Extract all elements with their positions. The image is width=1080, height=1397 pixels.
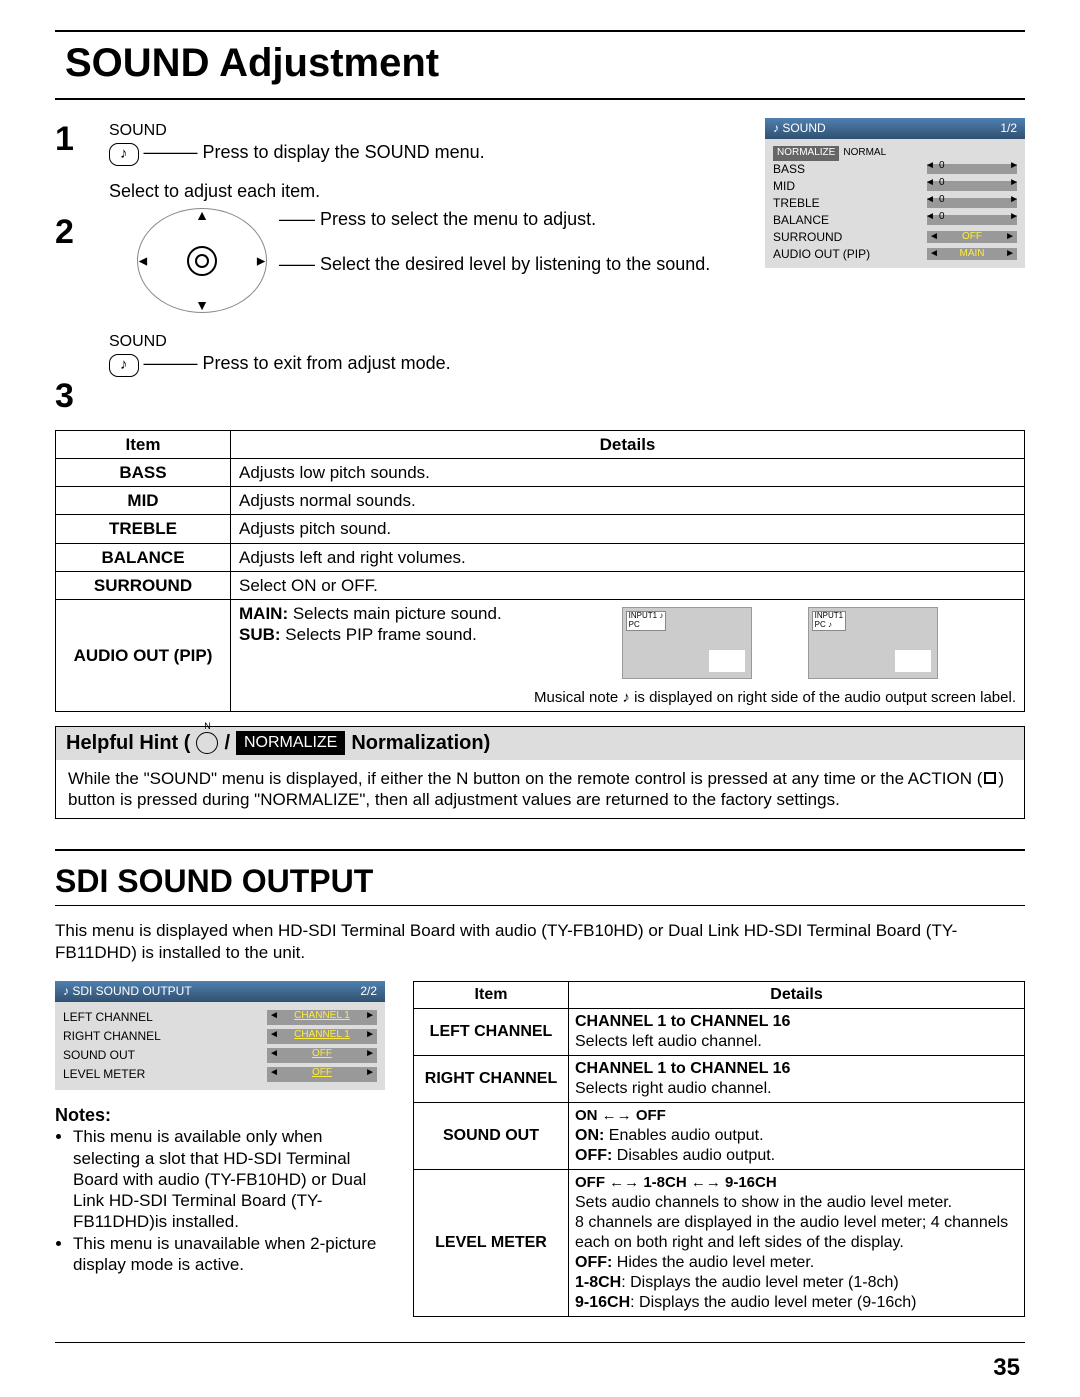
normalize-badge: NORMALIZE <box>236 731 345 755</box>
detail-surround: Select ON or OFF. <box>231 571 1025 599</box>
osd-row-treble-label: TREBLE <box>773 196 820 211</box>
osd-row-balance-label: BALANCE <box>773 213 829 228</box>
osd-page: 1/2 <box>1000 121 1017 136</box>
sdi-intro: This menu is displayed when HD-SDI Termi… <box>55 920 1025 963</box>
pip-screen-sub: INPUT1PC ♪ <box>808 607 938 679</box>
note-2: This menu is unavailable when 2-picture … <box>73 1233 385 1276</box>
osd2-left-label: LEFT CHANNEL <box>63 1010 153 1025</box>
item-bass: BASS <box>56 458 231 486</box>
sdi-head-item: Item <box>414 981 569 1008</box>
item-audio-out-pip: AUDIO OUT (PIP) <box>56 600 231 712</box>
osd-normalize-text: NORMAL <box>843 147 886 158</box>
sound-button-icon: ♪ <box>109 143 139 166</box>
osd-row-mid-label: MID <box>773 179 795 194</box>
osd-row-balance-slider: 0 <box>927 215 1017 225</box>
hint-head-post: Normalization) <box>351 731 490 756</box>
pip-screen-main: INPUT1 ♪PC <box>622 607 752 679</box>
osd2-level-val: OFF <box>267 1067 377 1082</box>
osd-row-bass-slider: 0 <box>927 164 1017 174</box>
step3-sound-label: SOUND <box>109 333 167 350</box>
detail-mid: Adjusts normal sounds. <box>231 487 1025 515</box>
detail-balance: Adjusts left and right volumes. <box>231 543 1025 571</box>
helpful-hint-box: Helpful Hint ( / NORMALIZE Normalization… <box>55 726 1025 820</box>
detail-treble: Adjusts pitch sound. <box>231 515 1025 543</box>
notes-heading: Notes: <box>55 1104 385 1127</box>
detail-bass: Adjusts low pitch sounds. <box>231 458 1025 486</box>
osd-row-audio-pill: MAIN <box>927 248 1017 261</box>
items-head-item: Item <box>56 430 231 458</box>
items-head-details: Details <box>231 430 1025 458</box>
osd2-sound-val: OFF <box>267 1048 377 1063</box>
sdi-item-level: LEVEL METER <box>414 1169 569 1316</box>
osd-sound-panel: ♪ SOUND 1/2 NORMALIZE NORMAL BASS 0 MID 0 T… <box>765 118 1025 268</box>
page-number: 35 <box>993 1353 1020 1383</box>
n-button-icon <box>196 732 218 754</box>
sdi-detail-sound: ON ←→ OFF ON: Enables audio output. OFF:… <box>569 1102 1025 1169</box>
sdi-table: Item Details LEFT CHANNEL CHANNEL 1 to C… <box>413 981 1025 1317</box>
osd-row-bass-label: BASS <box>773 162 805 177</box>
sdi-head-details: Details <box>569 981 1025 1008</box>
item-treble: TREBLE <box>56 515 231 543</box>
osd-title: ♪ SOUND <box>773 121 826 136</box>
pip-footnote: Musical note ♪ is displayed on right sid… <box>239 689 1016 708</box>
osd2-right-label: RIGHT CHANNEL <box>63 1029 161 1044</box>
osd2-left-val: CHANNEL 1 <box>267 1010 377 1025</box>
osd-row-audio-label: AUDIO OUT (PIP) <box>773 247 870 262</box>
sdi-detail-left: CHANNEL 1 to CHANNEL 16Selects left audi… <box>569 1008 1025 1055</box>
step1-text: Press to display the SOUND menu. <box>203 142 485 162</box>
sdi-detail-right: CHANNEL 1 to CHANNEL 16Selects right aud… <box>569 1055 1025 1102</box>
dial-icon: ▲ ▼ ◄ ► <box>137 208 267 313</box>
step2-intro: Select to adjust each item. <box>109 181 320 201</box>
hint-body-1: While the "SOUND" menu is displayed, if … <box>68 769 982 788</box>
osd2-page: 2/2 <box>360 984 377 999</box>
sdi-title: SDI SOUND OUTPUT <box>55 849 1025 906</box>
osd2-right-val: CHANNEL 1 <box>267 1029 377 1044</box>
sound-button-icon-2: ♪ <box>109 354 139 377</box>
page-title: SOUND Adjustment <box>55 30 1025 100</box>
item-mid: MID <box>56 487 231 515</box>
note-1: This menu is available only when selecti… <box>73 1126 385 1232</box>
sdi-item-right: RIGHT CHANNEL <box>414 1055 569 1102</box>
hint-head-pre: Helpful Hint ( <box>66 731 190 756</box>
osd2-title: ♪ SDI SOUND OUTPUT <box>63 984 192 999</box>
step1-sound-label: SOUND <box>109 122 167 139</box>
osd-row-treble-slider: 0 <box>927 198 1017 208</box>
step-number-1: 1 <box>55 118 85 161</box>
item-balance: BALANCE <box>56 543 231 571</box>
footer-rule <box>55 1342 1025 1343</box>
step-number-2: 2 <box>55 211 85 254</box>
step2-line2: Select the desired level by listening to… <box>320 254 710 274</box>
osd-row-mid-slider: 0 <box>927 181 1017 191</box>
steps-section: 1 2 3 ♪ SOUND 1/2 NORMALIZE NORMAL BASS 0 … <box>55 118 1025 418</box>
action-button-icon <box>984 772 996 784</box>
sdi-item-left: LEFT CHANNEL <box>414 1008 569 1055</box>
step3-text: Press to exit from adjust mode. <box>203 353 451 373</box>
sdi-item-sound: SOUND OUT <box>414 1102 569 1169</box>
detail-audio-out-pip: MAIN: Selects main picture sound. SUB: S… <box>231 600 1025 712</box>
step-number-3: 3 <box>55 375 85 418</box>
osd2-sound-label: SOUND OUT <box>63 1048 135 1063</box>
osd-normalize-badge: NORMALIZE <box>773 146 839 161</box>
step2-line1: Press to select the menu to adjust. <box>320 209 596 229</box>
items-table: Item Details BASSAdjusts low pitch sound… <box>55 430 1025 712</box>
osd-row-surround-pill: OFF <box>927 231 1017 244</box>
osd2-level-label: LEVEL METER <box>63 1067 145 1082</box>
osd-row-surround-label: SURROUND <box>773 230 842 245</box>
item-surround: SURROUND <box>56 571 231 599</box>
osd-sdi-panel: ♪ SDI SOUND OUTPUT 2/2 LEFT CHANNEL CHANN… <box>55 981 385 1090</box>
sdi-detail-level: OFF ←→ 1-8CH ←→ 9-16CH Sets audio channe… <box>569 1169 1025 1316</box>
